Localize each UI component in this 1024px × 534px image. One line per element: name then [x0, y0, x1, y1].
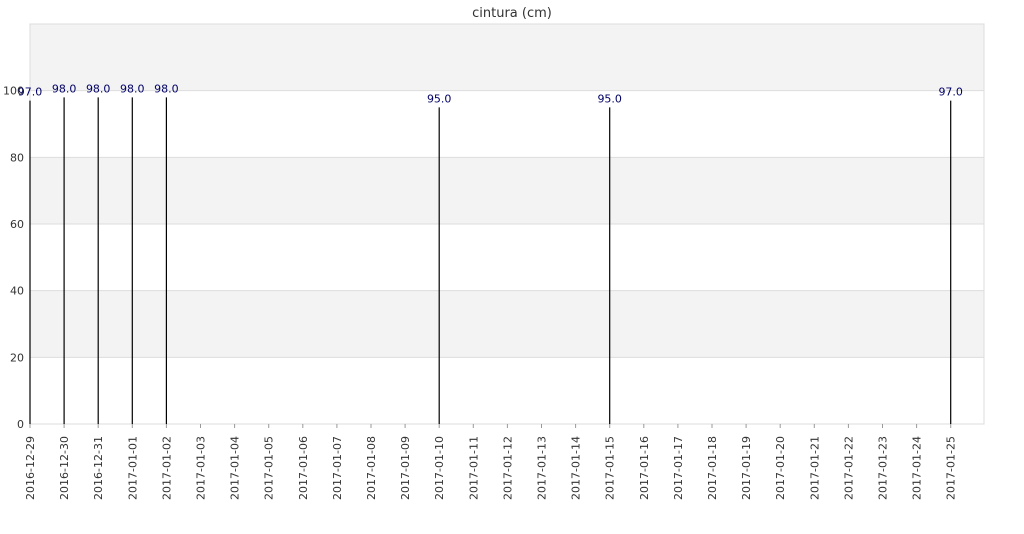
- data-label: 98.0: [154, 82, 179, 95]
- chart-title: cintura (cm): [472, 6, 552, 21]
- y-tick-label: 80: [10, 151, 24, 164]
- plot-area: 0 20 40 60 80 100 2016-12-29 2016-12-30 2016-12-…: [3, 23, 985, 500]
- y-tick-label: 100: [3, 85, 24, 98]
- x-tick-label: 2017-01-19: [740, 436, 753, 500]
- grid-band: [30, 290, 984, 358]
- x-tick-label: 2017-01-20: [774, 436, 787, 500]
- x-tick-label: 2017-01-04: [229, 436, 242, 500]
- data-label: 98.0: [120, 82, 145, 95]
- y-tick-label: 0: [17, 418, 24, 431]
- x-tick-label: 2017-01-12: [501, 436, 514, 500]
- x-tick-label: 2017-01-15: [604, 436, 617, 500]
- x-tick-label: 2017-01-03: [195, 436, 208, 500]
- x-tick-label: 2017-01-24: [911, 436, 924, 500]
- x-tick-label: 2017-01-17: [672, 436, 685, 500]
- x-tick-label: 2016-12-30: [58, 436, 71, 500]
- y-tick-label: 60: [10, 218, 24, 231]
- x-tick-label: 2017-01-13: [536, 436, 549, 500]
- data-label: 95.0: [597, 92, 622, 105]
- x-tick-label: 2017-01-21: [808, 436, 821, 500]
- x-tick-label: 2017-01-16: [638, 436, 651, 500]
- x-tick-label: 2016-12-31: [92, 436, 105, 500]
- x-tick-label: 2016-12-29: [24, 436, 37, 500]
- x-tick-label: 2017-01-05: [263, 436, 276, 500]
- x-tick-label: 2017-01-07: [331, 436, 344, 500]
- x-tick-label: 2017-01-14: [570, 436, 583, 500]
- x-tick-label: 2017-01-22: [842, 436, 855, 500]
- grid-band: [30, 24, 984, 91]
- x-tick-label: 2017-01-25: [945, 436, 958, 500]
- grid-band: [30, 157, 984, 224]
- x-tick-label: 2017-01-08: [365, 436, 378, 500]
- x-tick-label: 2017-01-11: [467, 436, 480, 500]
- x-tick-label: 2017-01-18: [706, 436, 719, 500]
- x-tick-label: 2017-01-10: [433, 436, 446, 500]
- data-label: 95.0: [427, 92, 452, 105]
- x-tick-label: 2017-01-01: [126, 436, 139, 500]
- data-label: 97.0: [938, 86, 963, 99]
- x-tick-label: 2017-01-06: [297, 436, 310, 500]
- x-tick-label: 2017-01-09: [399, 436, 412, 500]
- y-tick-label: 40: [10, 285, 24, 298]
- data-label: 98.0: [52, 82, 77, 95]
- data-label: 97.0: [18, 86, 43, 99]
- y-tick-label: 20: [10, 351, 24, 364]
- x-tick-label: 2017-01-23: [877, 436, 890, 500]
- data-label: 98.0: [86, 82, 111, 95]
- x-tick-label: 2017-01-02: [160, 436, 173, 500]
